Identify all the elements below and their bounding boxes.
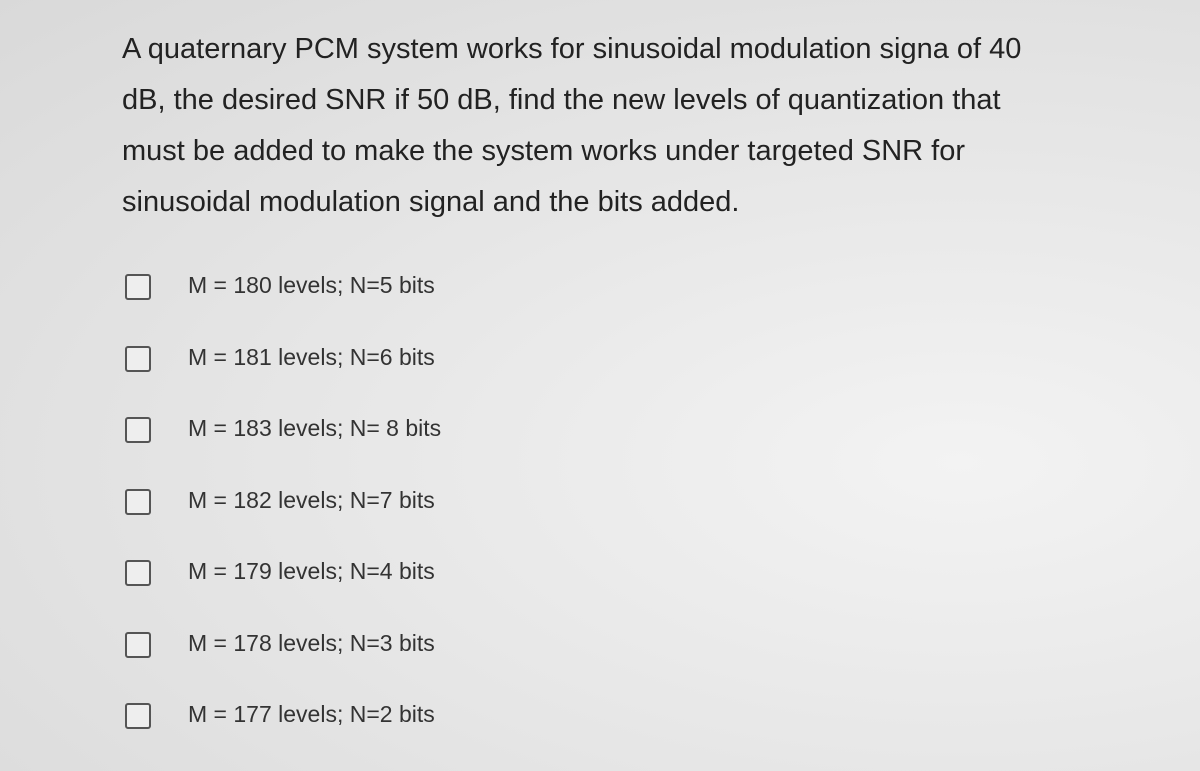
options: M = 180 levels; N=5 bits M = 181 levels; … — [125, 262, 441, 763]
option-label[interactable]: M = 182 levels; N=7 bits — [188, 486, 435, 513]
option-label[interactable]: M = 177 levels; N=2 bits — [188, 701, 435, 727]
option[interactable]: M = 180 levels; N=5 bits — [125, 262, 441, 334]
option-label[interactable]: M = 183 levels; N= 8 bits — [188, 415, 442, 441]
checkbox[interactable] — [125, 274, 151, 300]
checkbox[interactable] — [125, 417, 151, 443]
question-line: A quaternary PCM system works for sinuso… — [122, 33, 1022, 65]
option-label[interactable]: M = 178 levels; N=3 bits — [188, 629, 435, 656]
option-label[interactable]: M = 179 levels; N=4 bits — [188, 558, 435, 584]
question-line: must be added to make the system works u… — [122, 135, 966, 167]
option[interactable]: M = 181 levels; N=6 bits — [125, 334, 441, 406]
option[interactable]: M = 179 levels; N=4 bits — [125, 548, 441, 620]
option[interactable]: M = 182 levels; N=7 bits — [125, 477, 441, 549]
checkbox[interactable] — [125, 703, 151, 729]
option[interactable]: M = 183 levels; N= 8 bits — [125, 405, 441, 477]
checkbox[interactable] — [125, 560, 151, 586]
checkbox[interactable] — [125, 631, 151, 658]
option-label[interactable]: M = 181 levels; N=6 bits — [188, 343, 435, 370]
question-line: sinusoidal modulation signal and the bit… — [122, 186, 740, 218]
question-line: dB, the desired SNR if 50 dB, find the n… — [122, 84, 1001, 116]
question: A quaternary PCM system works for sinuso… — [122, 24, 1192, 228]
checkbox[interactable] — [125, 345, 151, 372]
option[interactable]: M = 177 levels; N=2 bits — [125, 691, 441, 763]
checkbox[interactable] — [125, 488, 151, 515]
option-label[interactable]: M = 180 levels; N=5 bits — [188, 272, 435, 298]
option[interactable]: M = 178 levels; N=3 bits — [125, 620, 441, 692]
